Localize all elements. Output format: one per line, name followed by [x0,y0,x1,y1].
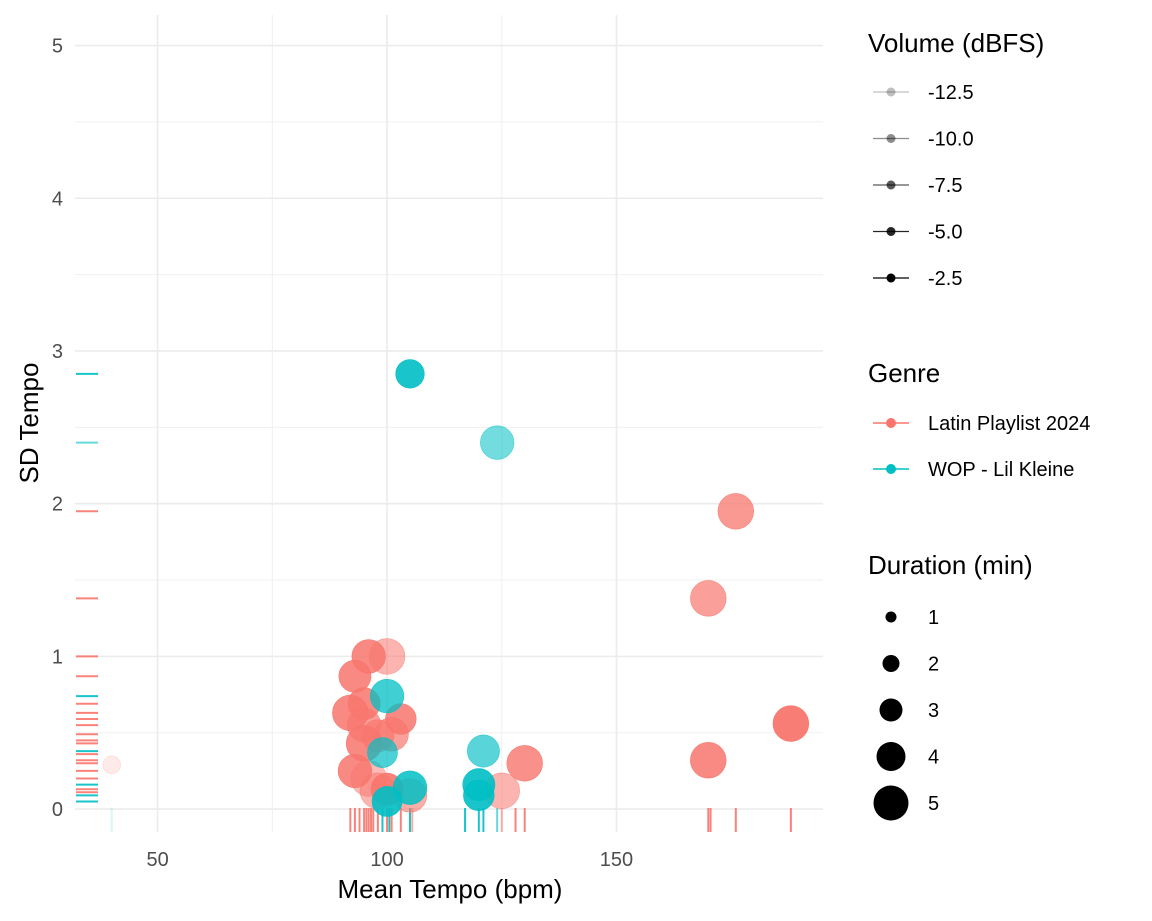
legend-genre-label: Latin Playlist 2024 [928,413,1090,435]
legend-duration-label: 3 [928,700,939,722]
x-axis-title: Mean Tempo (bpm) [338,874,563,904]
legend-genre-title: Genre [868,358,940,388]
legend-duration-label: 2 [928,654,939,676]
legend-duration: Duration (min) 1 2 3 4 5 [868,550,1033,821]
legend-volume-key-point [886,180,896,190]
legend-duration-key-point [876,742,906,771]
y-tick-label: 2 [52,494,63,516]
data-point [772,705,810,742]
data-point [506,745,543,782]
tick-labels: 50 100 150 0 1 2 3 4 5 [52,36,633,871]
data-point [467,734,500,768]
legend-volume-key-point [886,87,896,97]
legend-genre-key-point [886,464,896,474]
legend-genre: Genre Latin Playlist 2024 WOP - Lil Klein… [868,358,1090,481]
data-point [368,638,406,675]
data-point [371,786,403,817]
legend-volume-label: -2.5 [928,268,962,290]
y-tick-label: 0 [52,799,63,821]
x-tick-label: 150 [600,849,633,871]
y-tick-label: 5 [52,36,63,58]
legend-genre-label: WOP - Lil Kleine [928,459,1074,481]
y-tick-label: 1 [52,646,63,668]
legend-duration-title: Duration (min) [868,550,1033,580]
data-point [395,359,425,389]
legend-duration-label: 5 [928,793,939,815]
rug-marks [76,372,792,832]
data-point [367,737,398,768]
legend-volume-label: -5.0 [928,222,962,244]
data-point [690,580,727,617]
legend-volume-title: Volume (dBFS) [868,28,1044,58]
legend-volume-key-point [886,273,896,283]
x-tick-label: 50 [146,849,168,871]
legend-duration-key-point [873,785,909,821]
y-axis-title: SD Tempo [14,363,44,484]
legend-duration-key-point [885,611,897,623]
data-points [102,359,810,817]
data-point [690,742,727,779]
x-tick-label: 100 [370,849,403,871]
data-point [480,425,515,460]
data-point [369,678,405,714]
legend-duration-key-point [882,655,900,672]
data-point [717,493,754,530]
legend-volume-label: -12.5 [928,82,974,104]
legend-duration-key-point [879,698,903,722]
legend-duration-label: 4 [928,747,939,769]
data-point [102,755,121,774]
legend-volume-key-point [886,134,896,143]
grid-lines [75,15,823,832]
legend-duration-label: 1 [928,607,939,629]
y-tick-label: 3 [52,341,63,363]
y-tick-label: 4 [52,188,63,210]
legend-volume-key-point [886,227,896,236]
legend-volume-label: -7.5 [928,175,962,197]
legend-volume-label: -10.0 [928,129,974,151]
legend-genre-key-point [886,418,896,428]
data-point [463,779,495,812]
legend-volume: Volume (dBFS) -12.5 -10.0 -7.5 -5.0 -2.5 [868,28,1044,290]
